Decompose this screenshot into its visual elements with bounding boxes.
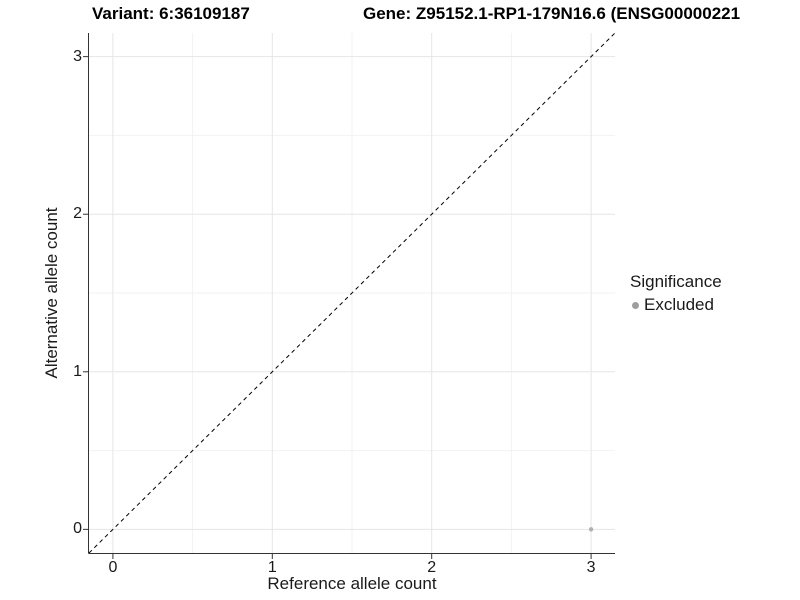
x-axis-label: Reference allele count xyxy=(267,574,437,593)
gene-title: Gene: Z95152.1-RP1-179N16.6 (ENSG0000022… xyxy=(363,4,741,23)
y-tick-label: 2 xyxy=(73,205,82,223)
y-tick-label: 1 xyxy=(73,362,82,380)
x-tick-label: 1 xyxy=(267,559,277,576)
y-tick-label: 0 xyxy=(73,520,82,538)
data-point-excluded xyxy=(588,527,594,532)
legend: Significance Excluded xyxy=(630,272,722,315)
y-axis-label: Alternative allele count xyxy=(42,207,61,379)
x-tick-label: 3 xyxy=(586,559,596,576)
plot-panel xyxy=(83,32,616,559)
legend-entry-excluded: Excluded xyxy=(630,295,722,315)
x-tick-label: 0 xyxy=(108,559,118,576)
legend-entry-label: Excluded xyxy=(644,295,714,314)
variant-title: Variant: 6:36109187 xyxy=(92,4,250,23)
identity-dashed-line xyxy=(88,32,616,554)
legend-title: Significance xyxy=(630,272,722,291)
legend-point-icon xyxy=(632,301,639,309)
y-tick-label: 3 xyxy=(73,47,82,65)
x-tick-label: 2 xyxy=(427,559,437,576)
plot-area xyxy=(83,32,616,559)
